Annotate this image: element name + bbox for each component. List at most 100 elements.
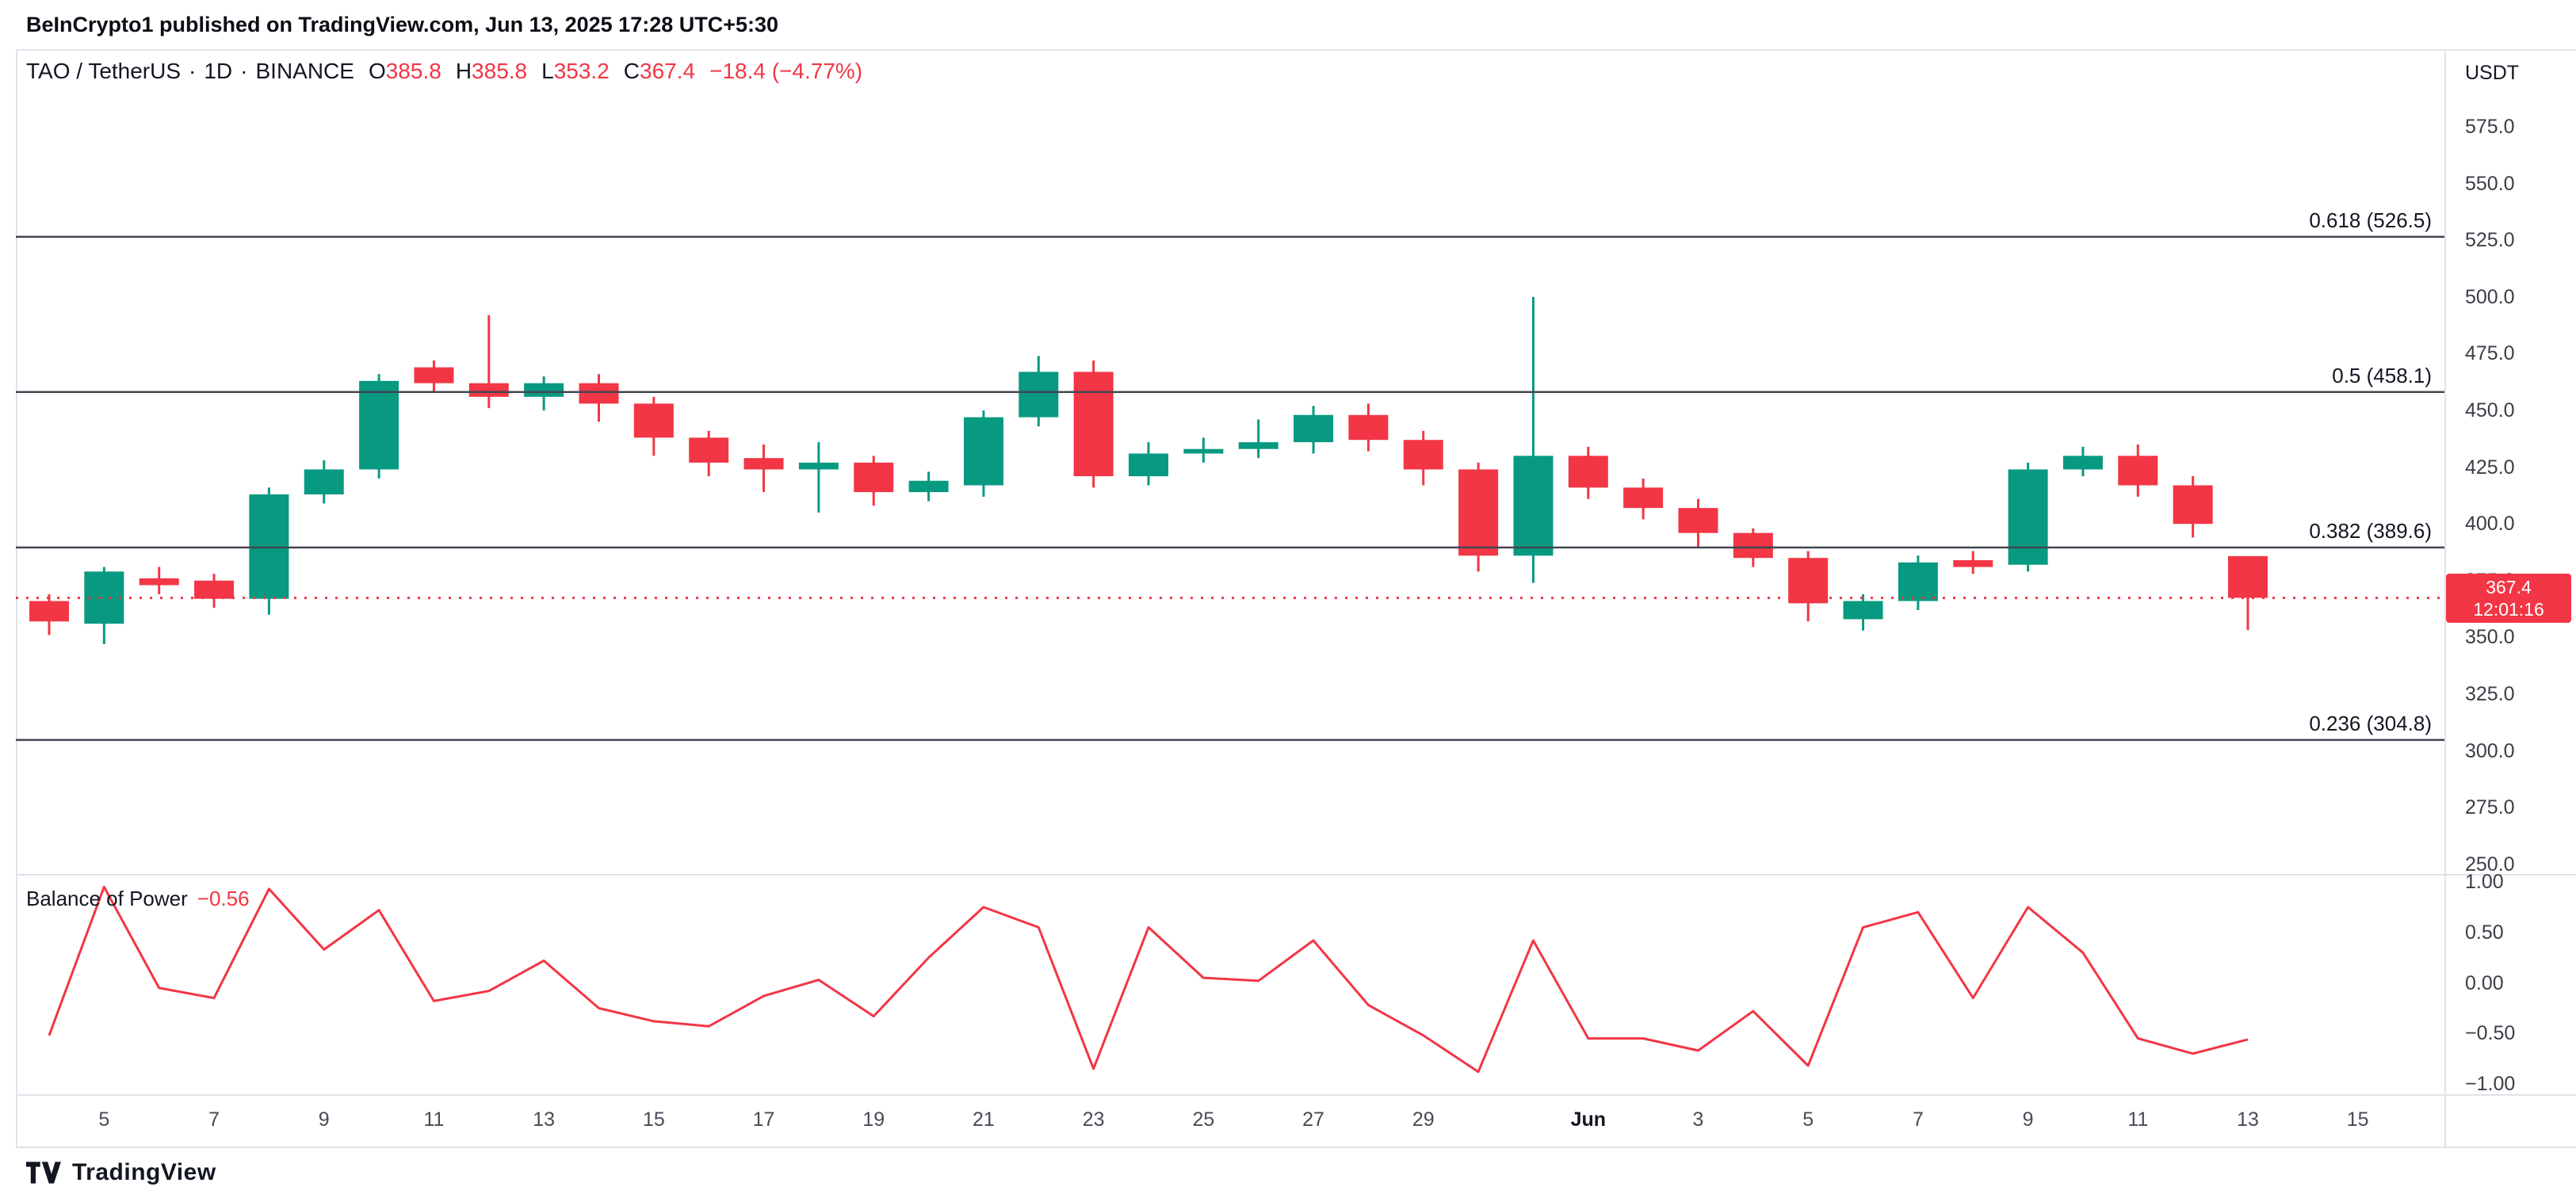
candle-up [1129,442,1168,486]
balance-of-power-chart [48,885,2249,1074]
candle-down [2173,476,2213,538]
candle-up [1183,437,1224,463]
candle-body [194,580,235,599]
fib-level-label: 0.382 (389.6) [2309,518,2432,543]
candle-body [2118,456,2158,486]
candle-down [1953,551,1993,574]
time-axis-label: 7 [208,1108,220,1131]
candle-body [139,578,179,586]
price-tick-label: 300.0 [2465,739,2515,762]
price-tick-label: 250.0 [2465,853,2515,876]
indicator-tick-label: −1.00 [2465,1073,2516,1095]
candle-up [1238,419,1278,459]
indicator-tick-label: 0.50 [2465,921,2504,944]
indicator-legend[interactable]: Balance of Power −0.56 [26,887,250,911]
candle-body [468,383,509,397]
candle-body [798,462,839,470]
price-tick-label: 550.0 [2465,172,2515,195]
open-label: O [368,59,386,83]
candle-down [1403,430,1443,486]
candle-up [1513,296,1554,583]
candle-body [1294,414,1334,443]
time-axis-label: 15 [2346,1108,2369,1131]
time-axis[interactable]: 5 7 9 11 13 15 17 19 21 23 25 27 29 Jun 3 5 7 9 11 13 15 [16,1094,2576,1146]
candle-down [1568,446,1608,499]
candle-body [1843,601,1883,620]
price-tick-label: 575.0 [2465,116,2515,138]
symbol-info-bar[interactable]: TAO / TetherUS · 1D · BINANCE O385.8 H385.8 L35… [26,59,862,84]
time-axis-label: 19 [862,1108,885,1131]
candle-body [963,417,1003,486]
pane-separator[interactable] [16,874,2576,876]
candle-body [2062,456,2103,470]
candle-body [1513,456,1554,556]
separator-dot: · [240,59,248,83]
close-label: C [623,59,640,83]
candlestick-chart [16,235,2444,742]
candle-up [1294,406,1334,454]
time-axis-label: 17 [752,1108,775,1131]
candle-up [963,410,1003,497]
indicator-tick-label: 0.00 [2465,971,2504,994]
indicator-value: −0.56 [197,887,250,910]
symbol-name[interactable]: TAO / TetherUS [26,59,182,83]
candle-down [579,374,619,422]
candle-down [1073,360,1114,488]
candle-down [689,430,729,477]
tradingview-wordmark[interactable]: TradingView [72,1158,216,1185]
candle-body [689,437,729,463]
candle-down [2228,555,2268,631]
candle-body [1623,487,1664,509]
price-tick-label: 400.0 [2465,513,2515,536]
publication-header: BeInCrypto1 published on TradingView.com… [0,0,2576,49]
time-axis-label: 9 [2022,1108,2034,1131]
price-tick-label: 525.0 [2465,229,2515,252]
price-tick-label: 450.0 [2465,399,2515,422]
candle-down [414,360,454,393]
candle-body [1733,532,1773,559]
fib-level-label: 0.618 (526.5) [2309,208,2432,232]
time-axis-label: 7 [1912,1108,1924,1131]
candle-body [2228,555,2268,598]
price-tick-label: 350.0 [2465,626,2515,649]
tradingview-logo-icon[interactable] [26,1161,63,1184]
interval-label[interactable]: 1D [204,59,233,83]
candle-down [1623,478,1664,520]
indicator-name[interactable]: Balance of Power [26,887,188,910]
exchange-label: BINANCE [255,59,354,83]
change-value: −18.4 (−4.77%) [709,59,863,83]
candle-body [414,367,454,383]
time-axis-label: 23 [1082,1108,1105,1131]
price-tick-label: 425.0 [2465,456,2515,479]
candle-up [1843,593,1883,631]
price-scale[interactable]: USDT 367.4 12:01:16 575.0 550.0 525.0 500.0… [2444,49,2576,1146]
candle-up [2008,462,2048,572]
price-scale-border [2444,49,2446,1146]
candle-body [854,462,894,493]
low-value: 353.2 [553,59,610,83]
candle-body [743,458,784,470]
footer: TradingView [0,1146,2576,1198]
candle-body [1568,456,1608,488]
close-value: 367.4 [640,59,696,83]
time-axis-label: 3 [1692,1108,1704,1131]
candle-up [2062,446,2103,477]
candle-body [579,383,619,404]
candle-body [1458,469,1499,556]
fib-level-label: 0.5 (458.1) [2332,363,2432,387]
price-tick-label: 275.0 [2465,796,2515,819]
currency-label[interactable]: USDT [2465,62,2520,84]
candle-body [84,571,124,624]
candle-up [1898,555,1938,611]
indicator-pane[interactable]: Balance of Power −0.56 [16,874,2444,1094]
high-value: 385.8 [472,59,528,83]
price-pane[interactable]: TAO / TetherUS · 1D · BINANCE O385.8 H385.8 L35… [16,49,2444,874]
candle-body [1238,442,1278,449]
candle-down [1458,462,1499,572]
candle-body [1019,372,1059,418]
candle-body [1348,414,1389,441]
bar-countdown: 12:01:16 [2473,598,2544,620]
bop-line [48,885,2249,1074]
candle-body [1129,453,1168,477]
